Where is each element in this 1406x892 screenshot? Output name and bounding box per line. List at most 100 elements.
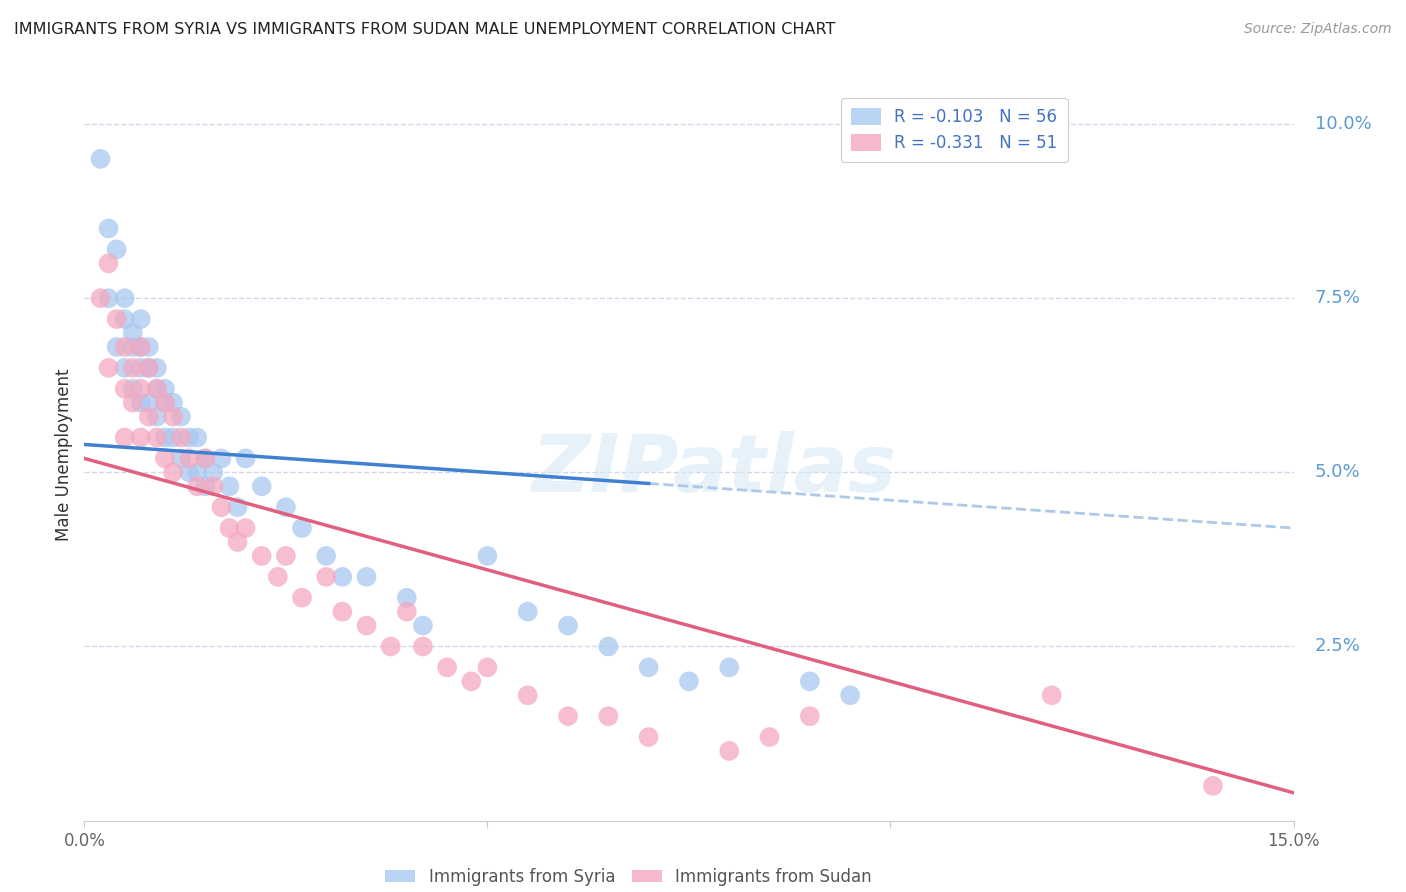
Point (146, 409, 169, 424)
Point (129, 382, 152, 396)
Point (114, 291, 136, 305)
Point (97, 256, 120, 270)
Point (179, 451, 201, 466)
Point (114, 312, 136, 326)
Point (138, 340, 160, 354)
Point (209, 451, 232, 466)
Point (138, 360, 160, 375)
Point (138, 360, 160, 375)
Point (235, 451, 257, 466)
Point (598, 709, 620, 723)
Point (153, 382, 176, 396)
Text: IMMIGRANTS FROM SYRIA VS IMMIGRANTS FROM SUDAN MALE UNEMPLOYMENT CORRELATION CHA: IMMIGRANTS FROM SYRIA VS IMMIGRANTS FROM… (14, 22, 835, 37)
Point (114, 382, 136, 396)
Point (395, 605, 418, 619)
Point (89, 291, 111, 305)
Point (678, 674, 700, 689)
Point (129, 395, 152, 409)
Point (202, 466, 225, 480)
Legend: Immigrants from Syria, Immigrants from Sudan: Immigrants from Syria, Immigrants from S… (378, 862, 879, 892)
Point (194, 451, 217, 466)
Point (114, 360, 136, 375)
Point (194, 479, 217, 493)
Point (105, 243, 128, 257)
Point (146, 382, 169, 396)
Point (839, 688, 862, 702)
Point (153, 395, 176, 409)
Point (89, 152, 111, 166)
Point (179, 466, 201, 480)
Point (436, 660, 458, 674)
Point (799, 709, 821, 723)
Point (170, 430, 193, 444)
Point (129, 312, 152, 326)
Point (291, 521, 314, 535)
Point (356, 618, 378, 632)
Point (315, 570, 337, 584)
Point (186, 430, 208, 444)
Point (250, 549, 273, 563)
Point (330, 570, 353, 584)
Point (557, 618, 579, 632)
Point (186, 479, 208, 493)
Point (121, 395, 143, 409)
Point (235, 521, 257, 535)
Point (129, 340, 152, 354)
Point (1040, 688, 1063, 702)
Point (114, 430, 136, 444)
Point (138, 395, 160, 409)
Point (97, 360, 120, 375)
Point (146, 382, 169, 396)
Point (162, 409, 184, 424)
Point (477, 549, 499, 563)
Point (121, 326, 143, 340)
Point (179, 430, 201, 444)
Point (121, 382, 143, 396)
Point (186, 466, 208, 480)
Text: Source: ZipAtlas.com: Source: ZipAtlas.com (1244, 22, 1392, 37)
Point (758, 730, 780, 744)
Point (105, 340, 128, 354)
Point (516, 688, 538, 702)
Point (138, 409, 160, 424)
Point (412, 640, 434, 654)
Point (170, 409, 193, 424)
Text: 10.0%: 10.0% (1315, 115, 1371, 133)
Point (330, 605, 353, 619)
Point (274, 549, 297, 563)
Point (146, 430, 169, 444)
Point (412, 618, 434, 632)
Point (598, 640, 620, 654)
Point (380, 640, 402, 654)
Point (226, 535, 249, 549)
Point (194, 451, 217, 466)
Point (121, 340, 143, 354)
Point (218, 521, 240, 535)
Point (202, 479, 225, 493)
Point (460, 674, 482, 689)
Point (114, 340, 136, 354)
Text: 2.5%: 2.5% (1315, 638, 1361, 656)
Point (799, 674, 821, 689)
Point (162, 395, 184, 409)
Point (162, 466, 184, 480)
Point (146, 360, 169, 375)
Point (274, 500, 297, 515)
Point (395, 591, 418, 605)
Point (162, 430, 184, 444)
Point (637, 730, 659, 744)
Point (718, 660, 741, 674)
Point (718, 744, 741, 758)
Point (226, 500, 249, 515)
Point (291, 591, 314, 605)
Point (170, 451, 193, 466)
Point (105, 312, 128, 326)
Point (516, 605, 538, 619)
Point (153, 451, 176, 466)
Point (129, 340, 152, 354)
Point (153, 430, 176, 444)
Point (153, 395, 176, 409)
Point (97, 291, 120, 305)
Point (267, 570, 290, 584)
Point (218, 479, 240, 493)
